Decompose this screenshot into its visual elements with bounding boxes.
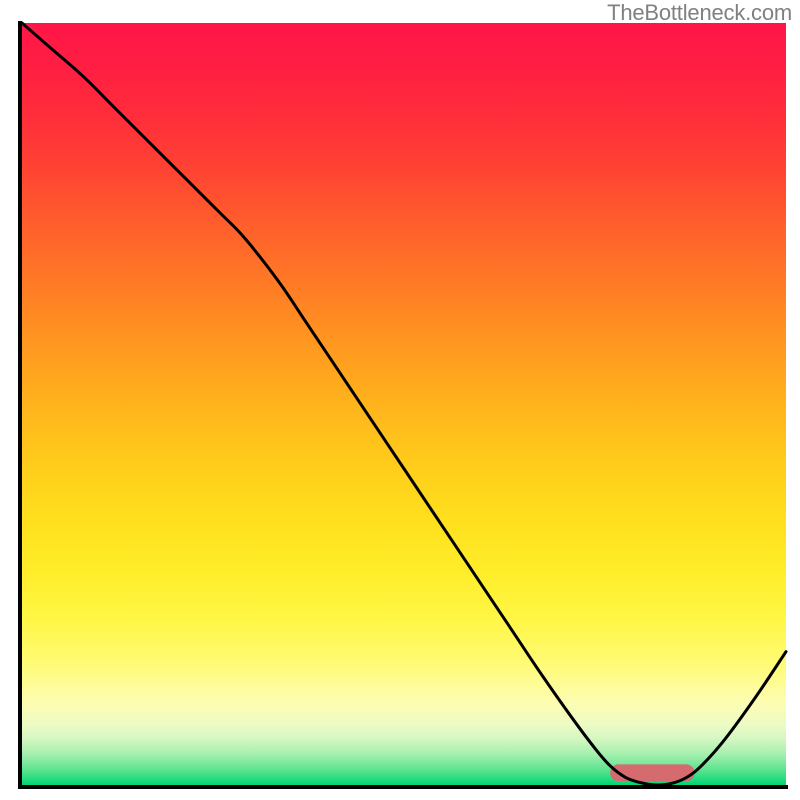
chart-container: TheBottleneck.com <box>0 0 800 800</box>
plot-background <box>22 23 786 785</box>
bottleneck-chart <box>0 0 800 800</box>
attribution-text: TheBottleneck.com <box>607 0 792 26</box>
